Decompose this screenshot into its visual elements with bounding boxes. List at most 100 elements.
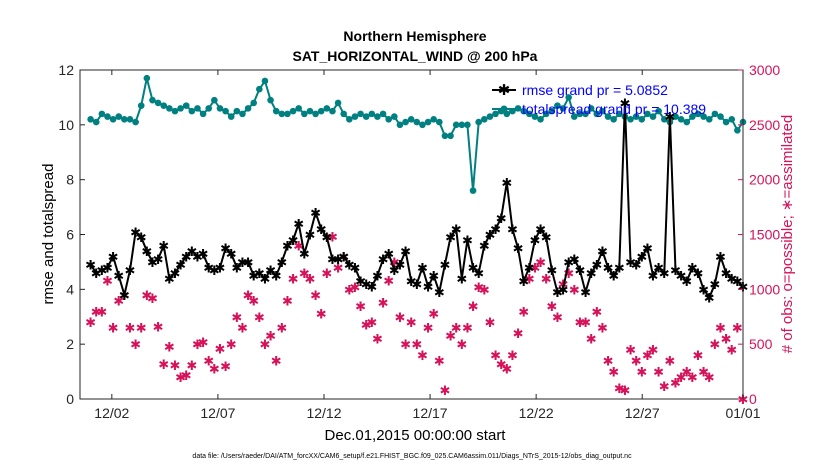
obs-point: ✱ bbox=[732, 321, 743, 336]
spread-point bbox=[436, 118, 443, 126]
spread-point bbox=[734, 127, 741, 134]
rmse-point: ✱ bbox=[580, 285, 591, 300]
obs-point: ✱ bbox=[248, 293, 259, 308]
rmse-point: ✱ bbox=[378, 252, 389, 267]
rmse-point: ✱ bbox=[96, 263, 107, 278]
rmse-point: ✱ bbox=[721, 266, 732, 281]
rmse-point: ✱ bbox=[304, 228, 315, 243]
obs-point: ✱ bbox=[215, 342, 226, 357]
obs-point: ✱ bbox=[687, 370, 698, 385]
spread-point bbox=[554, 102, 561, 109]
obs-point: ✱ bbox=[423, 321, 434, 336]
spread-point bbox=[705, 116, 713, 123]
spread-point bbox=[391, 113, 398, 120]
rmse-point: ✱ bbox=[186, 244, 197, 259]
spread-point bbox=[222, 107, 229, 115]
obs-point: ✱ bbox=[552, 310, 563, 325]
rmse-point: ✱ bbox=[642, 241, 653, 256]
rmse-point: ✱ bbox=[192, 249, 203, 264]
rmse-point: ✱ bbox=[574, 263, 585, 278]
rmse-point: ✱ bbox=[484, 228, 495, 243]
rmse-point: ✱ bbox=[625, 255, 636, 270]
y-tick-label: 10 bbox=[58, 117, 74, 133]
legend-spread-label: totalspread grand pr = 10.389 bbox=[522, 101, 706, 117]
obs-point: ✱ bbox=[260, 337, 271, 352]
obs-point: ✱ bbox=[445, 328, 456, 343]
spread-point bbox=[531, 113, 539, 120]
y-tick-label: 0 bbox=[66, 391, 74, 407]
rmse-point: ✱ bbox=[288, 233, 299, 248]
spread-point bbox=[357, 110, 364, 118]
obs-point: ✱ bbox=[490, 348, 501, 363]
obs-point: ✱ bbox=[664, 354, 675, 369]
spread-point bbox=[615, 110, 623, 118]
spread-point bbox=[599, 107, 606, 115]
rmse-point: ✱ bbox=[349, 260, 360, 275]
obs-point: ✱ bbox=[243, 288, 254, 303]
spread-point bbox=[593, 110, 601, 118]
rmse-point: ✱ bbox=[552, 285, 563, 300]
spread-point bbox=[199, 110, 207, 118]
rmse-point: ✱ bbox=[243, 255, 254, 270]
spread-point bbox=[340, 110, 347, 118]
rmse-point: ✱ bbox=[310, 206, 321, 221]
spread-point bbox=[295, 105, 302, 112]
chart-title-line1: Northern Hemisphere bbox=[343, 28, 486, 44]
y2-tick-label: 2000 bbox=[749, 172, 780, 188]
spread-point bbox=[227, 113, 235, 120]
spread-point bbox=[317, 107, 325, 115]
obs-point: ✱ bbox=[574, 315, 585, 330]
obs-point: ✱ bbox=[96, 304, 107, 319]
rmse-point: ✱ bbox=[136, 230, 147, 245]
spread-point bbox=[301, 110, 308, 118]
rmse-point: ✱ bbox=[108, 249, 119, 264]
spread-point bbox=[728, 116, 736, 123]
obs-point: ✱ bbox=[676, 370, 687, 385]
spread-point bbox=[239, 110, 246, 118]
obs-point: ✱ bbox=[619, 383, 630, 398]
spread-point bbox=[717, 113, 724, 120]
rmse-point: ✱ bbox=[417, 260, 428, 275]
spread-point bbox=[323, 105, 331, 112]
rmse-point: ✱ bbox=[355, 274, 366, 289]
spread-point bbox=[610, 116, 617, 123]
rmse-point: ✱ bbox=[614, 260, 625, 275]
spread-point bbox=[109, 116, 117, 123]
rmse-point: ✱ bbox=[428, 269, 439, 284]
obs-point: ✱ bbox=[591, 304, 602, 319]
spread-point bbox=[194, 105, 201, 112]
rmse-point: ✱ bbox=[479, 238, 490, 253]
rmse-point: ✱ bbox=[569, 252, 580, 267]
obs-point: ✱ bbox=[439, 383, 450, 398]
obs-point: ✱ bbox=[378, 295, 389, 310]
spread-point bbox=[250, 99, 258, 107]
spread-point bbox=[452, 121, 460, 129]
obs-point: ✱ bbox=[721, 332, 732, 347]
rmse-point: ✱ bbox=[664, 110, 675, 125]
rmse-point: ✱ bbox=[513, 241, 524, 256]
obs-point: ✱ bbox=[535, 255, 546, 270]
spread-point bbox=[177, 105, 184, 112]
spread-point bbox=[396, 121, 404, 129]
rmse-point: ✱ bbox=[394, 258, 405, 273]
rmse-point: ✱ bbox=[732, 274, 743, 289]
obs-point: ✱ bbox=[136, 321, 147, 336]
rmse-point: ✱ bbox=[276, 255, 287, 270]
rmse-point: ✱ bbox=[648, 269, 659, 284]
y2-tick-label: 0 bbox=[749, 391, 757, 407]
obs-point: ✱ bbox=[147, 291, 158, 306]
obs-point: ✱ bbox=[141, 288, 152, 303]
obs-point: ✱ bbox=[541, 271, 552, 286]
spread-point bbox=[182, 102, 190, 109]
obs-point: ✱ bbox=[282, 293, 293, 308]
obs-point: ✱ bbox=[451, 321, 462, 336]
rmse-point: ✱ bbox=[558, 282, 569, 297]
obs-point: ✱ bbox=[406, 315, 417, 330]
spread-point bbox=[407, 116, 415, 123]
rmse-point: ✱ bbox=[198, 247, 209, 262]
rmse-point: ✱ bbox=[693, 266, 704, 281]
rmse-point: ✱ bbox=[248, 269, 259, 284]
obs-point: ✱ bbox=[513, 326, 524, 341]
spread-point bbox=[627, 116, 634, 123]
rmse-point: ✱ bbox=[170, 266, 181, 281]
